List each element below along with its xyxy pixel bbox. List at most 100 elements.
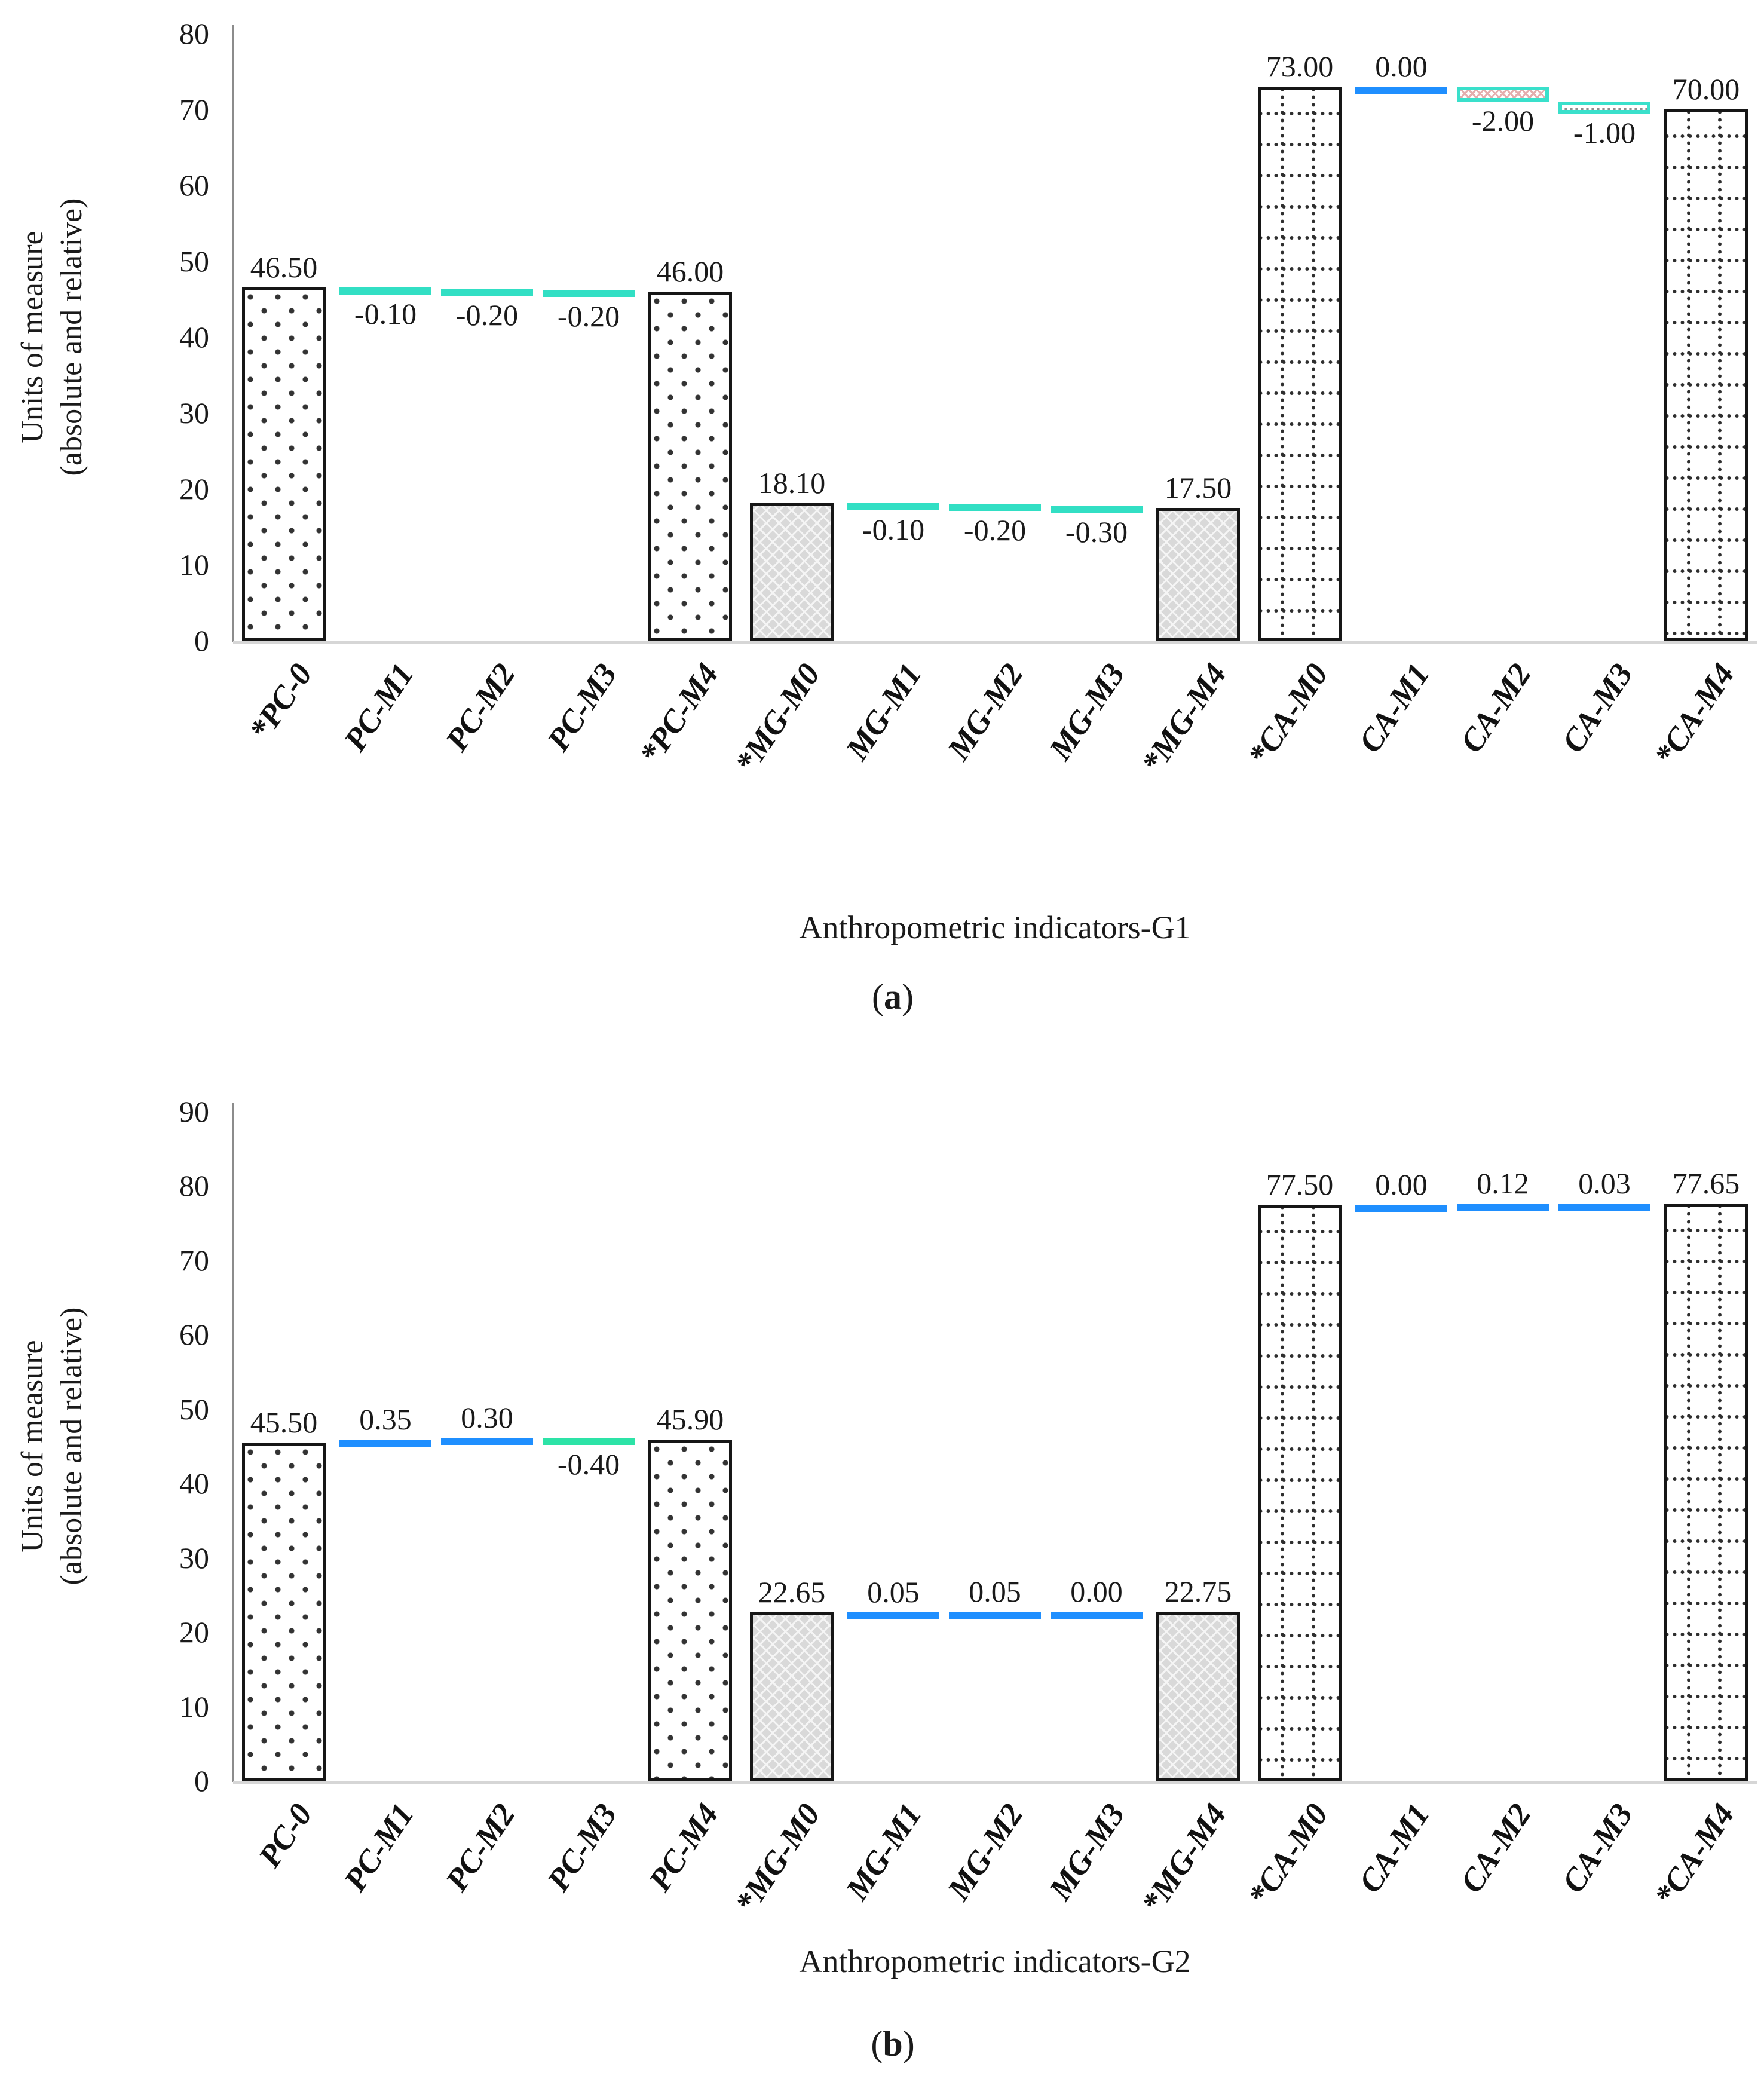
dash-mg-m3-a [1051, 505, 1143, 513]
caption-letter: b [883, 2024, 903, 2063]
dash-ca-m3-a [1558, 102, 1650, 114]
value-label-pc-m2-a: -0.20 [455, 298, 519, 332]
bar-mg-m0-a [750, 503, 834, 641]
value-label-mg-m0-b: 22.65 [758, 1575, 826, 1609]
caption-close-paren: ) [902, 2024, 915, 2063]
caption-open-paren: ( [872, 977, 884, 1016]
y-tick-label-b: 50 [179, 1392, 209, 1426]
y-axis-line-a [232, 25, 234, 642]
dash-ca-m1-a [1355, 86, 1447, 94]
value-label-ca-m2-b: 0.12 [1477, 1166, 1529, 1201]
bar-ca-m4-b [1664, 1203, 1748, 1781]
y-tick-label-a: 50 [179, 244, 209, 278]
y-tick-label-a: 30 [179, 396, 209, 430]
y-tick-label-b: 60 [179, 1318, 209, 1352]
dash-ca-m2-a [1457, 86, 1549, 102]
value-label-ca-m2-a: -2.00 [1471, 104, 1535, 138]
y-tick-label-b: 80 [179, 1169, 209, 1203]
y-tick-label-b: 70 [179, 1243, 209, 1277]
bar-mg-m4-a [1156, 507, 1240, 641]
y-tick-label-b: 10 [179, 1689, 209, 1723]
value-label-pc-0-b: 45.50 [250, 1405, 318, 1439]
bar-ca-m4-a [1664, 109, 1748, 641]
value-label-ca-m4-b: 77.65 [1672, 1166, 1740, 1200]
y-axis-line-b [232, 1103, 234, 1782]
bar-pc-0-b [242, 1442, 326, 1781]
y-tick-label-a: 0 [194, 624, 209, 657]
dash-mg-m1-a [847, 503, 939, 511]
value-label-pc-m1-b: 0.35 [359, 1403, 412, 1437]
value-label-pc-m3-a: -0.20 [557, 299, 620, 333]
bar-pc-m4-b [648, 1439, 732, 1781]
y-tick-label-a: 40 [179, 320, 209, 354]
y-tick-label-a: 70 [179, 93, 209, 126]
value-label-mg-m2-a: -0.20 [963, 513, 1027, 547]
x-tick-label-ca-m4-a: *CA-M4 [1509, 657, 1741, 772]
x-axis-title-b: Anthropometric indicators-G2 [799, 1943, 1191, 1979]
x-tick-label-ca-m4-b: *CA-M4 [1509, 1797, 1741, 1912]
value-label-pc-m3-b: -0.40 [557, 1447, 620, 1481]
value-label-mg-m3-b: 0.00 [1070, 1574, 1123, 1608]
value-label-pc-m1-a: -0.10 [354, 297, 417, 331]
dash-pc-m3-a [543, 290, 635, 298]
caption-open-paren: ( [871, 2024, 883, 2063]
caption-letter: a [884, 977, 902, 1016]
value-label-ca-m1-a: 0.00 [1375, 49, 1428, 83]
x-tick-label-text: *CA-M4 [1647, 1797, 1741, 1913]
y-axis-label-line1-a: Units of measure [16, 231, 50, 443]
dash-pc-m2-a [441, 288, 533, 296]
x-tick-label-text: *CA-M4 [1647, 657, 1741, 773]
value-label-ca-m1-b: 0.00 [1375, 1167, 1428, 1201]
bar-mg-m4-b [1156, 1611, 1240, 1781]
value-label-ca-m3-a: -1.00 [1573, 116, 1636, 150]
bar-pc-m4-a [648, 291, 732, 641]
x-axis-line-a [233, 641, 1757, 644]
dash-mg-m2-b [949, 1611, 1041, 1619]
panel-caption-b: (b) [773, 2025, 1012, 2063]
y-tick-label-b: 90 [179, 1095, 209, 1128]
value-label-ca-m0-a: 73.00 [1266, 49, 1334, 83]
value-label-ca-m3-b: 0.03 [1578, 1166, 1631, 1200]
dash-mg-m2-a [949, 504, 1041, 512]
value-label-pc-0-a: 46.50 [250, 250, 318, 284]
dash-pc-m1-b [339, 1440, 431, 1447]
dash-pc-m2-b [441, 1437, 533, 1445]
y-axis-label-line2-a: (absolute and relative) [54, 198, 88, 476]
value-label-mg-m3-a: -0.30 [1065, 515, 1128, 549]
value-label-pc-m4-a: 46.00 [656, 254, 724, 288]
dash-pc-m3-b [543, 1437, 635, 1445]
y-tick-label-b: 40 [179, 1466, 209, 1501]
y-tick-label-a: 80 [179, 17, 209, 50]
value-label-mg-m1-b: 0.05 [867, 1575, 920, 1609]
y-tick-label-a: 10 [179, 548, 209, 581]
caption-close-paren: ) [902, 977, 914, 1016]
bar-mg-m0-b [750, 1612, 834, 1781]
value-label-mg-m1-a: -0.10 [862, 513, 925, 547]
dash-ca-m1-b [1355, 1204, 1447, 1212]
dash-ca-m3-b [1558, 1203, 1650, 1211]
value-label-pc-m4-b: 45.90 [656, 1402, 724, 1436]
y-tick-label-a: 20 [179, 472, 209, 506]
value-label-ca-m4-a: 70.00 [1672, 72, 1740, 106]
dash-pc-m1-a [339, 287, 431, 295]
value-label-ca-m0-b: 77.50 [1266, 1167, 1334, 1201]
value-label-mg-m4-a: 17.50 [1164, 470, 1232, 504]
y-tick-label-b: 20 [179, 1615, 209, 1649]
y-tick-label-b: 30 [179, 1541, 209, 1575]
dash-mg-m3-b [1051, 1611, 1143, 1619]
dash-ca-m2-b [1457, 1204, 1549, 1211]
panel-caption-a: (a) [773, 978, 1012, 1016]
bar-pc-0-a [242, 287, 326, 641]
value-label-mg-m4-b: 22.75 [1164, 1574, 1232, 1608]
y-tick-label-b: 0 [194, 1764, 209, 1798]
y-axis-label-line1-b: Units of measure [16, 1340, 50, 1553]
dash-mg-m1-b [847, 1612, 939, 1619]
x-axis-line-b [233, 1781, 1757, 1784]
x-axis-title-a: Anthropometric indicators-G1 [799, 910, 1191, 945]
value-label-pc-m2-b: 0.30 [461, 1400, 513, 1434]
bar-ca-m0-b [1258, 1204, 1342, 1781]
y-tick-label-a: 60 [179, 169, 209, 202]
bar-ca-m0-a [1258, 86, 1342, 641]
y-axis-label-line2-b: (absolute and relative) [54, 1307, 88, 1585]
